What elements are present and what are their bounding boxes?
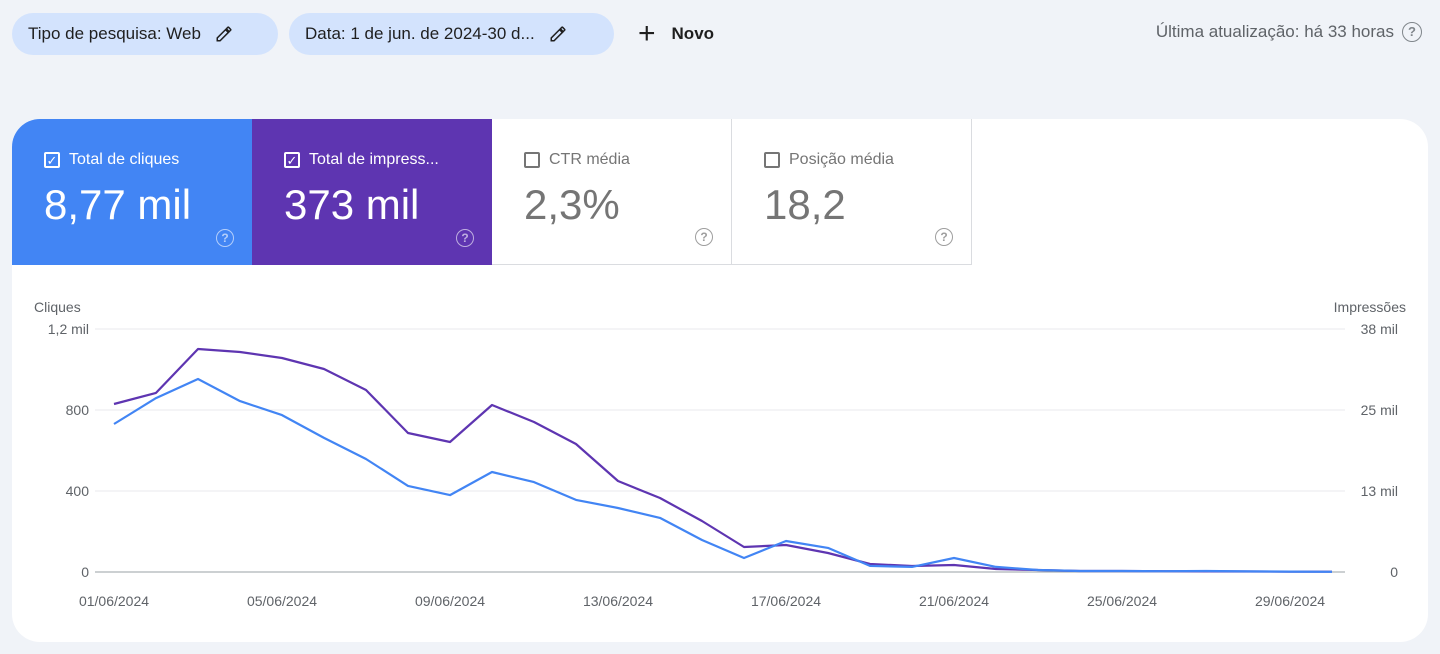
left-tick-label: 0 xyxy=(81,564,89,580)
right-tick-label: 0 xyxy=(1390,564,1398,580)
checkbox-checked-icon[interactable]: ✓ xyxy=(44,152,60,168)
filter-search-type-label: Tipo de pesquisa: Web xyxy=(28,24,201,43)
left-tick-label: 1,2 mil xyxy=(48,321,89,337)
metric-label: CTR média xyxy=(549,151,630,168)
right-axis-title: Impressões xyxy=(1334,299,1406,315)
metric-value: 2,3% xyxy=(524,181,620,228)
metric-total-impressions[interactable]: ✓ Total de impress... 373 mil ? xyxy=(252,119,492,265)
left-tick-label: 800 xyxy=(66,402,90,418)
metric-label: Total de impress... xyxy=(309,151,439,168)
checkbox-unchecked-icon[interactable] xyxy=(524,152,540,168)
performance-card: ✓ Total de cliques 8,77 mil ? ✓ Total de i… xyxy=(12,119,1428,642)
left-tick-label: 400 xyxy=(66,483,90,499)
metric-average-ctr[interactable]: CTR média 2,3% ? xyxy=(492,119,732,265)
metric-total-clicks[interactable]: ✓ Total de cliques 8,77 mil ? xyxy=(12,119,252,265)
x-tick-label: 21/06/2024 xyxy=(919,593,989,609)
help-icon[interactable]: ? xyxy=(935,228,953,246)
checkbox-unchecked-icon[interactable] xyxy=(764,152,780,168)
new-filter-label: Novo xyxy=(671,24,715,43)
x-tick-label: 13/06/2024 xyxy=(583,593,653,609)
help-icon[interactable]: ? xyxy=(1402,22,1422,42)
help-icon[interactable]: ? xyxy=(695,228,713,246)
x-tick-label: 09/06/2024 xyxy=(415,593,485,609)
new-filter-button[interactable]: + Novo xyxy=(638,13,714,55)
x-tick-label: 29/06/2024 xyxy=(1255,593,1325,609)
metric-label: Total de cliques xyxy=(69,151,180,168)
metric-value: 373 mil xyxy=(284,181,420,228)
x-tick-label: 05/06/2024 xyxy=(247,593,317,609)
series-line-impressions xyxy=(113,347,1333,573)
edit-pencil-icon xyxy=(550,26,566,42)
edit-pencil-icon xyxy=(216,26,232,42)
x-tick-label: 17/06/2024 xyxy=(751,593,821,609)
left-axis-title: Cliques xyxy=(34,299,81,315)
right-tick-label: 13 mil xyxy=(1361,483,1398,499)
x-tick-label: 01/06/2024 xyxy=(79,593,149,609)
metric-value: 8,77 mil xyxy=(44,181,192,228)
metric-label: Posição média xyxy=(789,151,894,168)
filter-date-chip[interactable]: Data: 1 de jun. de 2024-30 d... xyxy=(289,13,614,55)
help-icon[interactable]: ? xyxy=(216,229,234,247)
right-tick-label: 25 mil xyxy=(1361,402,1398,418)
x-tick-label: 25/06/2024 xyxy=(1087,593,1157,609)
filter-date-label: Data: 1 de jun. de 2024-30 d... xyxy=(305,24,535,43)
last-update-text: Última atualização: há 33 horas xyxy=(1155,22,1394,41)
filter-search-type-chip[interactable]: Tipo de pesquisa: Web xyxy=(12,13,278,55)
help-icon[interactable]: ? xyxy=(456,229,474,247)
metric-average-position[interactable]: Posição média 18,2 ? xyxy=(732,119,972,265)
right-tick-label: 38 mil xyxy=(1361,321,1398,337)
metric-value: 18,2 xyxy=(764,181,846,228)
last-update: Última atualização: há 33 horas ? xyxy=(1156,22,1422,42)
plus-icon: + xyxy=(638,17,656,50)
checkbox-checked-icon[interactable]: ✓ xyxy=(284,152,300,168)
series-line-clicks xyxy=(113,377,1333,573)
